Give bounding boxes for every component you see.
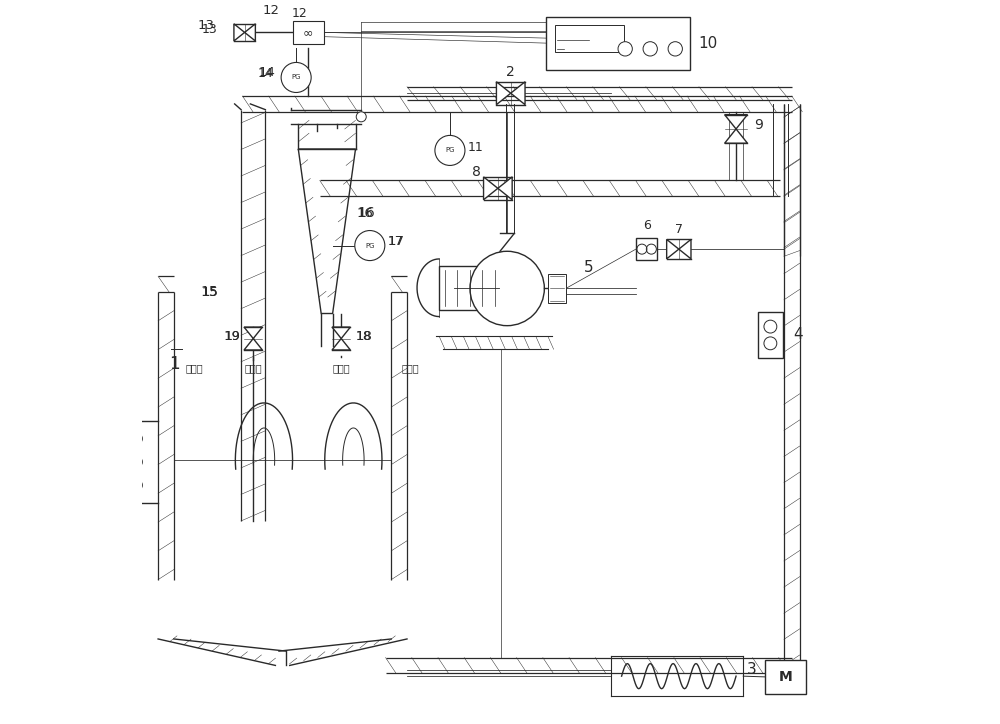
Text: 13: 13 (198, 20, 215, 33)
Text: 18: 18 (356, 330, 371, 343)
Text: 12: 12 (292, 7, 308, 20)
Text: 3: 3 (747, 662, 757, 676)
Bar (439, 266, 506, 310)
Text: 4: 4 (793, 327, 803, 342)
Polygon shape (332, 327, 350, 339)
Polygon shape (244, 327, 262, 339)
Text: 13: 13 (202, 23, 217, 36)
Polygon shape (496, 82, 511, 105)
Text: 17: 17 (388, 235, 404, 248)
Text: 7: 7 (675, 222, 683, 235)
Bar (546, 17, 690, 70)
Text: 14: 14 (258, 67, 273, 80)
Text: 10: 10 (698, 36, 717, 51)
Text: ∞: ∞ (303, 26, 313, 39)
Text: PG: PG (365, 243, 375, 248)
Text: 14: 14 (259, 66, 275, 79)
Text: 15: 15 (201, 285, 218, 299)
Circle shape (131, 433, 142, 445)
Text: M: M (779, 670, 792, 684)
Text: PG: PG (291, 75, 301, 80)
Text: 11: 11 (468, 141, 484, 154)
Polygon shape (244, 339, 262, 350)
Circle shape (131, 479, 142, 491)
Bar (636, 238, 657, 260)
Circle shape (355, 230, 385, 261)
Polygon shape (667, 240, 679, 259)
Polygon shape (679, 240, 691, 259)
Text: 2: 2 (506, 64, 515, 79)
Text: 取样口: 取样口 (332, 363, 350, 374)
Text: 19: 19 (223, 330, 240, 343)
Polygon shape (725, 129, 747, 143)
Polygon shape (511, 82, 525, 105)
Circle shape (281, 62, 311, 93)
Text: 6: 6 (643, 219, 651, 232)
Polygon shape (245, 24, 255, 41)
Bar (555, 25, 624, 52)
Text: 9: 9 (754, 119, 763, 132)
Text: 18: 18 (356, 330, 372, 343)
Polygon shape (234, 24, 245, 41)
Text: 取样口: 取样口 (185, 363, 203, 374)
Text: 16: 16 (357, 206, 375, 220)
Circle shape (356, 111, 366, 122)
Text: 5: 5 (584, 259, 593, 274)
Circle shape (668, 42, 682, 56)
Circle shape (618, 42, 632, 56)
Circle shape (435, 135, 465, 166)
Circle shape (470, 251, 544, 326)
Bar (293, 20, 324, 44)
Text: PG: PG (445, 148, 455, 153)
Text: 取样口: 取样口 (402, 363, 419, 374)
Polygon shape (498, 177, 512, 200)
Text: 12: 12 (263, 4, 280, 17)
Bar (765, 660, 806, 694)
Text: 8: 8 (472, 165, 481, 179)
Text: 15: 15 (201, 285, 218, 298)
Text: 17: 17 (388, 235, 405, 248)
Polygon shape (484, 177, 498, 200)
Polygon shape (332, 339, 350, 350)
Circle shape (643, 42, 657, 56)
Text: 19: 19 (225, 330, 240, 343)
Circle shape (131, 456, 142, 468)
Bar (548, 274, 566, 303)
Text: 取样口: 取样口 (244, 363, 262, 374)
Text: 1: 1 (169, 355, 180, 373)
Bar (758, 312, 783, 358)
Text: 16: 16 (357, 207, 374, 220)
Polygon shape (725, 114, 747, 129)
